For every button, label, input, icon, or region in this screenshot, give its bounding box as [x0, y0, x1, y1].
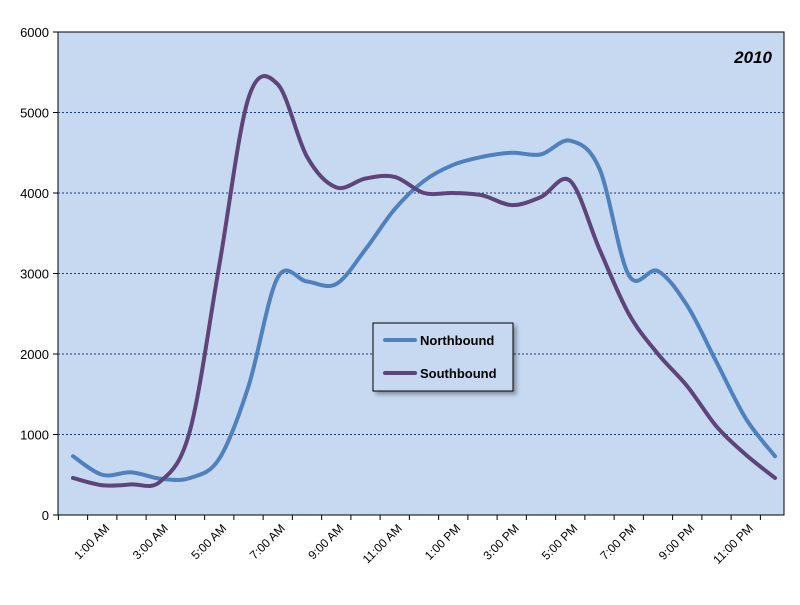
legend-label-southbound: Southbound: [420, 366, 497, 381]
x-tick-label: 9:00 PM: [656, 521, 698, 563]
y-tick-label: 5000: [20, 106, 49, 121]
chart-title: 2010: [733, 48, 772, 67]
legend-box: [372, 322, 514, 392]
series-lines: [71, 74, 777, 488]
x-tick-label: 5:00 AM: [188, 521, 229, 562]
x-tick-label: 1:00 PM: [422, 521, 464, 563]
x-tick-label: 11:00 AM: [360, 521, 405, 566]
x-tick-label: 9:00 AM: [305, 521, 346, 562]
legend-label-northbound: Northbound: [420, 333, 494, 348]
x-tick-label: 3:00 AM: [130, 521, 171, 562]
y-tick-label: 6000: [20, 25, 49, 40]
y-tick-label: 1000: [20, 428, 49, 443]
x-tick-label: 1:00 AM: [71, 521, 112, 562]
legend: Northbound Southbound: [372, 322, 514, 392]
y-tick-label: 3000: [20, 267, 49, 282]
x-tick-label: 7:00 PM: [597, 521, 639, 563]
x-tick-label: 3:00 PM: [480, 521, 522, 563]
series-line-southbound: [71, 74, 777, 488]
y-tick-label: 4000: [20, 186, 49, 201]
x-tick-label: 5:00 PM: [539, 521, 581, 563]
y-tick-label: 2000: [20, 347, 49, 362]
x-tick-label: 11:00 PM: [710, 521, 756, 567]
x-tick-label: 7:00 AM: [247, 521, 288, 562]
series-line-northbound: [71, 138, 777, 482]
y-tick-label: 0: [42, 508, 49, 523]
